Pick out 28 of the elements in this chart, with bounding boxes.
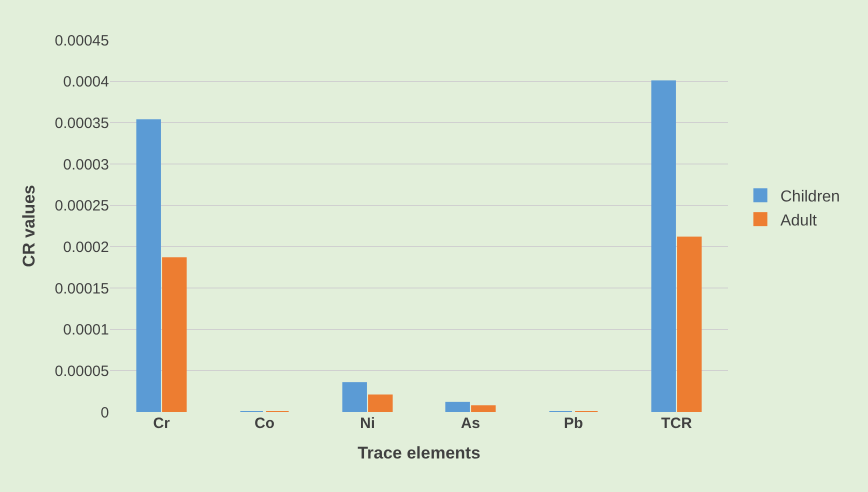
x-tick-label: Ni xyxy=(360,415,375,432)
bar xyxy=(677,236,702,412)
bar xyxy=(471,405,496,412)
y-tick-label: 0.00035 xyxy=(54,114,109,132)
y-tick-label: 0.0003 xyxy=(63,156,109,174)
bar xyxy=(368,394,393,412)
bar xyxy=(162,257,187,412)
y-tick-label: 0.0002 xyxy=(63,238,109,256)
bar xyxy=(342,382,367,412)
y-tick-label: 0.0001 xyxy=(63,322,109,339)
y-tick-label: 0 xyxy=(100,404,109,422)
x-tick-label: Pb xyxy=(564,415,584,432)
x-axis-title: Trace elements xyxy=(358,443,480,462)
y-tick-label: 0.0004 xyxy=(63,74,109,91)
bar xyxy=(651,80,676,412)
y-tick-label: 0.00015 xyxy=(54,280,109,298)
y-tick-label: 0.00025 xyxy=(54,198,109,215)
x-tick-label: TCR xyxy=(661,415,692,432)
legend-label: Adult xyxy=(780,212,818,230)
y-tick-label: 0.00005 xyxy=(54,362,109,380)
y-axis-title: CR values xyxy=(19,184,38,268)
x-tick-label: As xyxy=(460,415,480,432)
bar xyxy=(136,119,161,412)
x-tick-label: Co xyxy=(254,415,274,432)
legend-label: Children xyxy=(780,188,840,206)
bar xyxy=(445,402,470,412)
x-tick-label: Cr xyxy=(153,415,170,432)
y-tick-label: 0.00045 xyxy=(54,32,109,50)
